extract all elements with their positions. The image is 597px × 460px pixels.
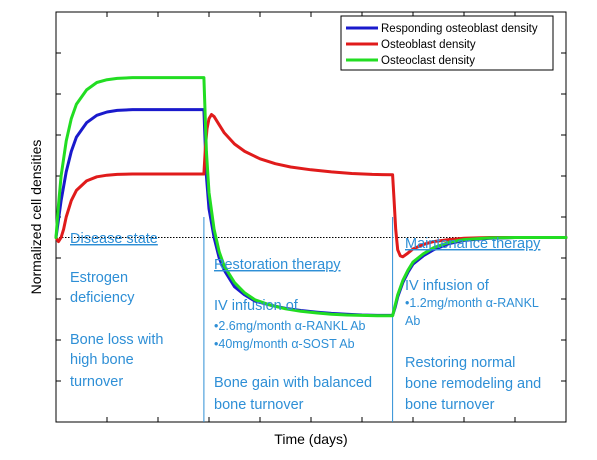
restoration-therapy-heading: Restoration therapy (214, 257, 341, 273)
maintenance-bullet-1: •1.2mg/month α-RANKL (405, 296, 539, 310)
legend: Responding osteoblast density Osteoblast … (340, 15, 554, 71)
legend-label-osteoclast-density: Osteoclast density (381, 55, 475, 67)
series-line-osteoblast-density (54, 113, 568, 259)
axis-ticks (56, 12, 566, 422)
maintenance-line-2: Restoring normal (405, 355, 515, 371)
disease-line-5: turnover (70, 374, 123, 390)
legend-label-responding-osteoblast-density: Responding osteoblast density (381, 23, 538, 35)
series-lines (54, 76, 568, 318)
maintenance-line-3: bone remodeling and (405, 376, 541, 392)
disease-line-3: Bone loss with (70, 332, 164, 348)
restoration-line-3: bone turnover (214, 397, 304, 413)
disease-line-4: high bone (70, 352, 134, 368)
maintenance-bullet-1-cont: Ab (405, 314, 420, 328)
plot-frame (55, 11, 567, 423)
disease-line-1: Estrogen (70, 270, 128, 286)
restoration-bullet-1: •2.6mg/month α-RANKL Ab (214, 319, 366, 333)
restoration-line-2: Bone gain with balanced (214, 375, 372, 391)
maintenance-line-1: IV infusion of (405, 278, 490, 294)
restoration-line-1: IV infusion of (214, 298, 299, 314)
disease-line-2: deficiency (70, 290, 135, 306)
y-axis-label: Normalized cell densities (28, 140, 44, 295)
series-line-osteoclast-density (54, 76, 568, 318)
legend-label-osteoblast-density: Osteoblast density (381, 39, 476, 51)
maintenance-therapy-heading: Maintenance therapy (405, 236, 541, 252)
x-axis-label: Time (days) (274, 431, 347, 447)
phase-boundaries (203, 217, 394, 422)
disease-state-heading: Disease state (70, 231, 158, 247)
restoration-bullet-2: •40mg/month α-SOST Ab (214, 337, 355, 351)
maintenance-line-4: bone turnover (405, 397, 495, 413)
